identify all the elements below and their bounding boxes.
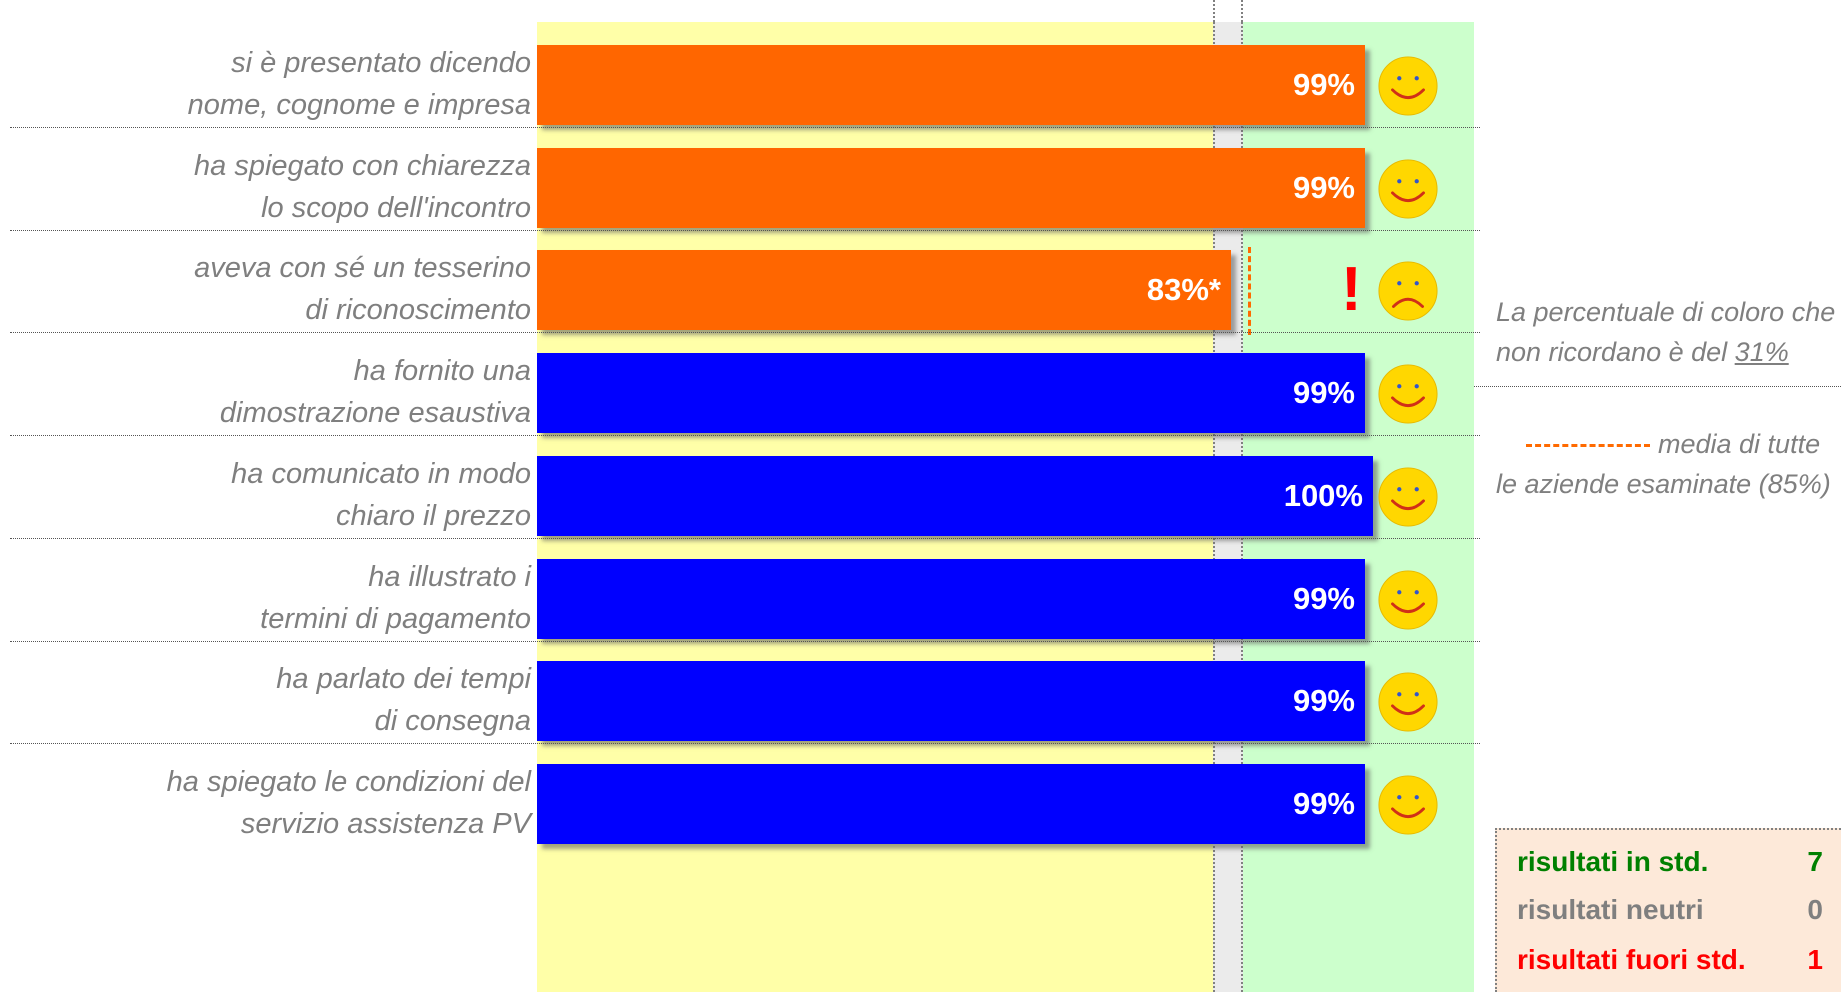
- bar-value-label: 99%: [1292, 581, 1355, 616]
- category-label-line-1: ha parlato dei tempi: [276, 663, 531, 695]
- warning-icon: !: [1341, 255, 1362, 324]
- average-legend-line1: media di tutte: [1658, 429, 1821, 459]
- row-separator: [10, 641, 1480, 642]
- bar: [537, 250, 1231, 330]
- sad-face-icon: [1378, 261, 1438, 321]
- chart-row: ha spiegato le condizioni del servizio as…: [0, 741, 1841, 861]
- happy-face-icon: [1378, 775, 1438, 835]
- summary-out-std: risultati fuori std. 1: [1517, 942, 1823, 978]
- row-separator: [10, 332, 1480, 333]
- category-label: ha comunicato in modo chiaro il prezzo: [51, 453, 531, 537]
- bar-value-label: 100%: [1283, 478, 1363, 513]
- category-label: ha illustrato i termini di pagamento: [51, 556, 531, 640]
- footnote-line1: La percentuale di coloro che: [1496, 297, 1836, 327]
- summary-box: risultati in std. 7 risultati neutri 0 r…: [1495, 828, 1841, 992]
- category-label-line-1: aveva con sé un tesserino: [194, 252, 531, 284]
- row-separator: [10, 538, 1480, 539]
- category-label-line-2: termini di pagamento: [260, 603, 531, 635]
- footnote-line2-prefix: non ricordano è del: [1496, 337, 1735, 367]
- bar: [537, 456, 1373, 536]
- footnote: La percentuale di coloro che non ricorda…: [1496, 292, 1835, 372]
- category-label-line-2: di riconoscimento: [305, 294, 531, 326]
- happy-face-icon: [1378, 364, 1438, 424]
- row-separator: [10, 127, 1480, 128]
- bar-value-label: 83%*: [1146, 272, 1221, 307]
- bar: [537, 764, 1365, 844]
- summary-neutral-label: risultati neutri: [1517, 894, 1704, 925]
- category-label-line-2: chiaro il prezzo: [335, 500, 531, 532]
- bar-value-label: 99%: [1292, 683, 1355, 718]
- zone-boundary-left: [1213, 0, 1215, 22]
- row-separator: [10, 230, 1480, 231]
- category-label-line-1: ha spiegato le condizioni del: [166, 766, 531, 798]
- average-legend: media di tutte le aziende esaminate (85%…: [1496, 424, 1831, 504]
- category-label: ha spiegato con chiarezza lo scopo dell'i…: [51, 145, 531, 229]
- chart-row: ha comunicato in modo chiaro il prezzo 100…: [0, 433, 1841, 553]
- chart-row: ha illustrato i termini di pagamento 99%: [0, 536, 1841, 656]
- category-label: ha parlato dei tempi di consegna: [51, 658, 531, 742]
- category-label-line-2: di consegna: [374, 705, 531, 737]
- chart-row: si è presentato dicendo nome, cognome e i…: [0, 22, 1841, 142]
- chart-row: aveva con sé un tesserino di riconoscimen…: [0, 227, 1841, 347]
- summary-in-std-count: 7: [1807, 846, 1823, 877]
- notes-separator: [1474, 386, 1841, 387]
- category-label-line-1: ha comunicato in modo: [231, 458, 531, 490]
- footnote-line2-value: 31%: [1734, 337, 1789, 367]
- happy-face-icon: [1378, 56, 1438, 116]
- category-label-line-2: dimostrazione esaustiva: [219, 397, 531, 429]
- bar: [537, 559, 1365, 639]
- row-separator: [10, 435, 1480, 436]
- category-label: si è presentato dicendo nome, cognome e i…: [51, 42, 531, 126]
- bar: [537, 353, 1365, 433]
- bar: [537, 661, 1365, 741]
- summary-in-std: risultati in std. 7: [1517, 844, 1823, 880]
- category-label: aveva con sé un tesserino di riconoscimen…: [51, 247, 531, 331]
- summary-out-std-label: risultati fuori std.: [1517, 944, 1746, 975]
- category-label-line-2: nome, cognome e impresa: [187, 89, 531, 121]
- bar-value-label: 99%: [1292, 375, 1355, 410]
- row-separator: [10, 743, 1480, 744]
- bar: [537, 45, 1365, 125]
- bar-value-label: 99%: [1292, 67, 1355, 102]
- category-label-line-2: lo scopo dell'incontro: [261, 192, 531, 224]
- category-label: ha spiegato le condizioni del servizio as…: [51, 761, 531, 845]
- category-label-line-1: ha illustrato i: [368, 561, 531, 593]
- bar: [537, 148, 1365, 228]
- summary-neutral: risultati neutri 0: [1517, 892, 1823, 928]
- category-label: ha fornito una dimostrazione esaustiva: [51, 350, 531, 434]
- average-legend-dash: [1526, 444, 1650, 448]
- happy-face-icon: [1378, 672, 1438, 732]
- happy-face-icon: [1378, 570, 1438, 630]
- average-reference-line: [1248, 247, 1251, 335]
- happy-face-icon: [1378, 467, 1438, 527]
- zone-boundary-right: [1241, 0, 1243, 22]
- summary-neutral-count: 0: [1807, 894, 1823, 925]
- category-label-line-1: ha fornito una: [353, 355, 531, 387]
- summary-in-std-label: risultati in std.: [1517, 846, 1709, 877]
- summary-out-std-count: 1: [1807, 944, 1823, 975]
- category-label-line-1: ha spiegato con chiarezza: [194, 150, 531, 182]
- chart-row: ha spiegato con chiarezza lo scopo dell'i…: [0, 125, 1841, 245]
- category-label-line-1: si è presentato dicendo: [231, 47, 531, 79]
- bar-value-label: 99%: [1292, 786, 1355, 821]
- bar-value-label: 99%: [1292, 170, 1355, 205]
- chart-row: ha parlato dei tempi di consegna 99%: [0, 638, 1841, 758]
- category-label-line-2: servizio assistenza PV: [240, 808, 531, 840]
- chart-row: ha fornito una dimostrazione esaustiva 99%: [0, 330, 1841, 450]
- happy-face-icon: [1378, 159, 1438, 219]
- average-legend-line2: le aziende esaminate (85%): [1496, 469, 1831, 499]
